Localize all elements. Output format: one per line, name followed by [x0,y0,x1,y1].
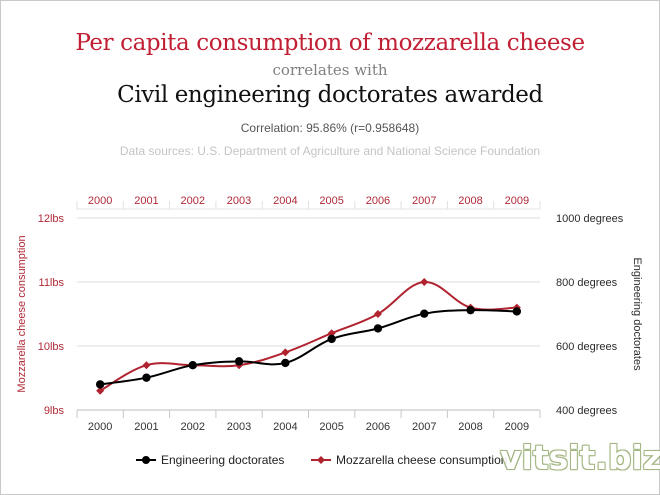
y-left-tick-label: 10lbs [38,341,65,353]
x-tick-label-top: 2001 [134,195,158,207]
chart-title-mozzarella: Per capita consumption of mozzarella che… [75,30,585,56]
x-tick-label-bottom: 2009 [505,421,529,433]
chart-title-doctorates: Civil engineering doctorates awarded [117,82,543,108]
correlates-with-label: correlates with [272,61,388,79]
series-line-mozzarella [99,280,517,392]
y-right-axis-title: Engineering doctorates [631,257,643,371]
data-point-doctorates [466,305,475,315]
y-right-tick-label: 600 degrees [556,341,618,353]
y-left-tick-label: 9lbs [44,405,65,417]
x-tick-label-bottom: 2004 [273,421,297,433]
data-point-mozzarella [281,348,290,357]
data-point-mozzarella [96,386,105,395]
x-tick-label-top: 2000 [88,195,112,207]
watermark-logo: vitsit.biz [500,438,660,477]
data-point-doctorates [142,373,151,382]
data-point-mozzarella [142,361,151,370]
data-sources-text: Data sources: U.S. Department of Agricul… [119,144,541,158]
x-tick-label-bottom: 2000 [88,421,112,433]
x-tick-label-bottom: 2006 [366,421,390,433]
x-tick-label-bottom: 2001 [134,421,158,433]
x-tick-label-bottom: 2003 [227,421,251,433]
x-tick-label-top: 2008 [458,195,482,207]
x-tick-label-top: 2009 [505,195,529,207]
y-left-axis-title: Mozzarella cheese consumption [16,235,28,392]
x-tick-label-bottom: 2002 [181,421,205,433]
data-point-doctorates [327,334,336,344]
data-point-doctorates [420,309,429,318]
data-point-doctorates [512,307,522,316]
legend-label-mozzarella: Mozzarella cheese consumption [336,453,507,467]
legend-label-doctorates: Engineering doctorates [161,453,284,467]
correlation-text: Correlation: 95.86% (r=0.958648) [240,121,420,135]
data-point-doctorates [95,380,105,389]
y-right-tick-label: 400 degrees [556,405,618,417]
legend-marker-doctorates [142,456,150,464]
x-tick-label-top: 2003 [227,195,251,207]
legend-marker-mozzarella [317,456,325,464]
data-point-doctorates [373,324,383,333]
data-point-doctorates [234,357,244,366]
y-right-tick-label: 800 degrees [556,277,618,289]
x-tick-label-top: 2005 [319,195,343,207]
x-tick-label-bottom: 2008 [458,421,482,433]
data-point-mozzarella [420,278,429,286]
series-line-doctorates [100,309,517,386]
y-left-tick-label: 11lbs [39,277,65,289]
x-tick-label-bottom: 2005 [319,421,343,433]
x-tick-label-top: 2006 [366,195,390,207]
x-tick-label-bottom: 2007 [412,421,436,433]
x-tick-label-top: 2002 [181,195,205,207]
y-right-tick-label: 1000 degrees [556,213,624,225]
data-point-doctorates [188,361,197,370]
x-tick-label-top: 2004 [273,195,297,207]
data-point-mozzarella [373,310,382,318]
y-left-tick-label: 12lbs [38,213,65,225]
data-point-mozzarella [327,329,336,338]
x-tick-label-top: 2007 [412,195,436,207]
data-point-doctorates [281,358,290,368]
